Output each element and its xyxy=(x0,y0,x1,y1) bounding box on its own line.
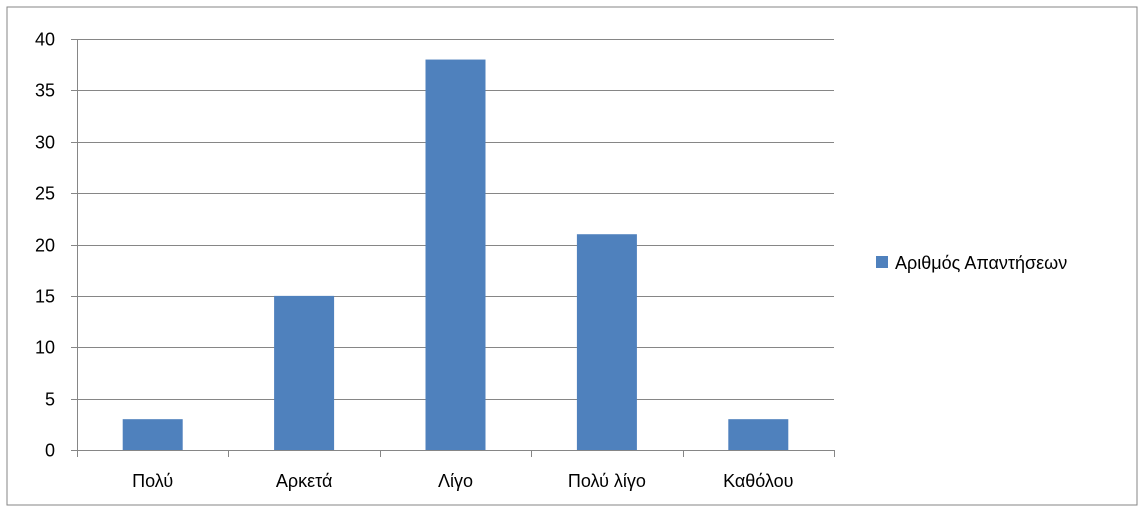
y-tick-label: 20 xyxy=(35,236,55,256)
y-tick-label: 25 xyxy=(35,184,55,204)
bar-2 xyxy=(425,59,486,451)
y-tick-label: 10 xyxy=(35,338,55,358)
bar-4 xyxy=(728,419,789,450)
legend: Αριθμός Απαντήσεων xyxy=(876,253,1067,273)
y-tick-label: 40 xyxy=(35,30,55,50)
x-tick-labels: Πολύ Αρκετά Λίγο Πολύ λίγο Καθόλου xyxy=(132,471,793,491)
y-tick-label: 15 xyxy=(35,287,55,307)
y-tick-labels: 0 5 10 15 20 25 30 35 40 xyxy=(35,30,55,461)
bar-0 xyxy=(122,419,183,450)
y-tick-label: 0 xyxy=(45,441,55,461)
y-tick-label: 35 xyxy=(35,81,55,101)
x-tick-label: Καθόλου xyxy=(723,471,793,491)
x-tick-label: Αρκετά xyxy=(276,471,333,491)
legend-label: Αριθμός Απαντήσεων xyxy=(895,253,1067,273)
y-tick-label: 5 xyxy=(45,390,55,410)
axes xyxy=(71,39,835,457)
x-tick-label: Λίγο xyxy=(438,471,473,491)
x-tick-label: Πολύ xyxy=(132,471,173,491)
x-tick-label: Πολύ λίγο xyxy=(568,471,646,491)
legend-swatch xyxy=(876,256,888,268)
y-tick-label: 30 xyxy=(35,133,55,153)
bar-1 xyxy=(274,295,335,450)
bar-3 xyxy=(576,234,637,450)
bars xyxy=(122,59,789,451)
